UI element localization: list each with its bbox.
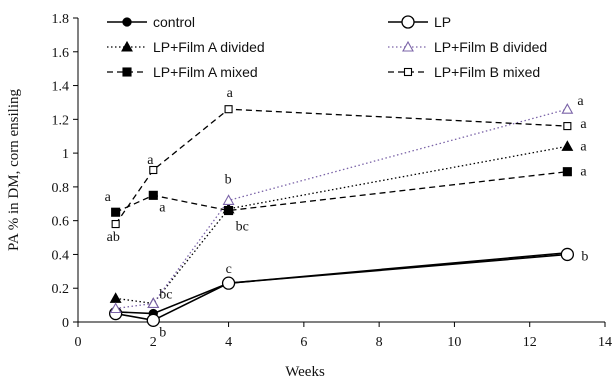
- series-1: [108, 247, 575, 327]
- y-tick-label: 0.6: [52, 215, 70, 230]
- series-2: [109, 140, 574, 308]
- legend-marker: [122, 67, 132, 77]
- significance-letter: a: [580, 165, 587, 180]
- significance-letter: b: [159, 325, 166, 340]
- data-point: [224, 105, 233, 114]
- series-line: [115, 171, 568, 213]
- significance-letter: a: [580, 117, 587, 132]
- legend-marker: [402, 40, 414, 52]
- significance-letter: b: [225, 172, 232, 187]
- y-tick-label: 1.8: [52, 12, 70, 27]
- significance-letter: c: [226, 262, 232, 277]
- significance-letter: a: [227, 86, 234, 101]
- x-tick-label: 14: [598, 335, 612, 350]
- legend-item: LP: [388, 14, 451, 30]
- legend-item: LP+Film B mixed: [388, 64, 540, 80]
- x-tick-label: 8: [376, 335, 383, 350]
- legend-marker: [121, 40, 133, 52]
- data-point: [109, 292, 122, 303]
- series-line: [115, 251, 568, 315]
- series-5: [111, 105, 572, 229]
- data-point: [224, 205, 234, 216]
- significance-letter: b: [581, 249, 588, 264]
- y-tick-label: 0.2: [52, 282, 70, 297]
- data-point: [111, 219, 120, 229]
- significance-letter: a: [580, 139, 587, 154]
- significance-letter: a: [577, 94, 584, 109]
- y-tick-label: 1.2: [52, 113, 70, 128]
- data-point: [563, 122, 572, 131]
- legend-item: control: [107, 14, 195, 30]
- y-tick-label: 1: [62, 147, 69, 162]
- legend-label: LP+Film A mixed: [153, 64, 258, 80]
- y-tick-label: 1.4: [52, 80, 70, 95]
- y-tick-label: 0.8: [52, 181, 70, 196]
- series-line: [115, 145, 568, 305]
- legend-item: LP+Film A mixed: [107, 64, 258, 80]
- data-point: [561, 103, 574, 114]
- y-tick-label: 1.6: [52, 46, 70, 61]
- data-point: [148, 190, 158, 200]
- legend-marker: [122, 17, 132, 27]
- x-tick-label: 10: [447, 335, 461, 350]
- series-line: [115, 253, 568, 322]
- data-point: [222, 194, 235, 205]
- y-tick-label: 0.4: [52, 248, 70, 263]
- x-tick-label: 12: [523, 335, 537, 350]
- data-point: [147, 297, 160, 308]
- series-line: [115, 108, 568, 310]
- data-point: [221, 276, 236, 290]
- significance-letter: a: [147, 153, 154, 168]
- data-point: [109, 302, 122, 314]
- legend-item: LP+Film B divided: [388, 39, 547, 55]
- ticks: 0 2 4 6 8 10 12 14 0 0.2 0.4 0.6 0.8 1 1.2 1.4 1.6 1.8: [52, 12, 613, 350]
- legend-label: LP: [434, 14, 451, 30]
- data-point: [111, 207, 121, 217]
- legend-label: LP+Film B mixed: [434, 64, 540, 80]
- significance-letter: bc: [236, 220, 249, 235]
- x-tick-label: 6: [300, 335, 307, 350]
- significance-letter: a: [105, 190, 112, 205]
- data-point: [149, 165, 158, 175]
- legend-marker: [401, 15, 415, 29]
- significance-letter: bc: [159, 287, 172, 302]
- legend-label: control: [153, 14, 195, 30]
- data-point: [561, 140, 574, 151]
- data-point: [146, 313, 160, 327]
- series-4: [111, 167, 572, 217]
- x-tick-label: 0: [75, 335, 82, 350]
- significance-letter: ab: [107, 230, 120, 245]
- y-axis-title: PA % in DM, corn ensiling: [6, 89, 22, 251]
- legend-item: LP+Film A divided: [107, 39, 265, 55]
- legend: control LP LP+Film A divided LP+Film B divi…: [107, 14, 547, 80]
- y-tick-label: 0: [62, 316, 69, 331]
- series-layer: [108, 103, 575, 327]
- x-axis-title: Weeks: [285, 364, 325, 380]
- data-point: [560, 247, 575, 262]
- series-3: [109, 103, 574, 314]
- legend-label: LP+Film B divided: [434, 39, 547, 55]
- series-line: [115, 108, 568, 225]
- legend-label: LP+Film A divided: [153, 39, 265, 55]
- data-point: [562, 167, 572, 177]
- legend-marker: [403, 67, 413, 77]
- significance-letter: a: [159, 200, 166, 215]
- axes: [77, 18, 605, 323]
- x-tick-label: 2: [150, 335, 157, 350]
- x-tick-label: 4: [225, 335, 232, 350]
